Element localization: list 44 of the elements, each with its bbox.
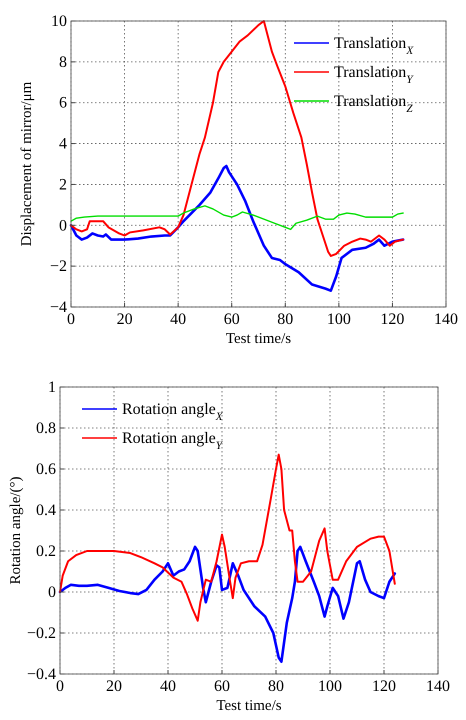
y-tick-label: −4 [50,299,67,316]
legend-label: Rotation angle$_{Y}$ [122,430,224,452]
legend-label: Translation$_{X}$ [334,35,414,57]
x-tick-label: 60 [224,311,240,328]
line-series [70,164,404,292]
line-series [70,205,404,230]
y-tick-label: −0.2 [26,625,56,642]
x-axis-title: Test time/s [216,698,282,714]
x-tick-label: 100 [326,311,351,328]
x-tick-label: 60 [214,678,230,695]
y-tick-label: 4 [59,136,67,153]
y-tick-label: 8 [59,54,67,71]
line-series [70,20,404,257]
y-tick-label: 6 [59,94,67,112]
y-tick-label: 0 [59,217,67,234]
x-tick-label: 40 [160,678,176,695]
y-tick-label: 0.8 [36,420,56,437]
y-tick-label: 0 [48,584,56,601]
y-tick-label: 0.2 [36,543,56,560]
y-tick-label: 0.6 [36,461,56,478]
x-tick-label: 20 [106,678,122,695]
y-tick-label: −0.4 [26,666,56,683]
legend-label: Translation$_{Z}$ [334,93,414,115]
y-axis-title: Rotation angle/(°) [8,476,24,585]
line-series [58,546,396,663]
x-tick-label: 140 [434,311,458,328]
x-tick-label: 40 [170,311,186,328]
y-tick-label: 1 [48,379,56,396]
x-tick-label: 120 [380,311,404,328]
x-tick-label: 120 [372,678,396,695]
y-axis-title: Displacement of mirror/μm [19,81,35,246]
x-axis-title: Test time/s [226,331,292,347]
x-tick-label: 140 [426,678,450,695]
y-tick-label: −2 [50,258,67,276]
x-tick-label: 80 [277,311,294,328]
x-tick-label: 100 [318,678,342,695]
y-tick-label: 0.4 [36,502,56,519]
y-tick-label: 10 [51,13,67,30]
y-tick-label: 2 [59,176,67,194]
x-tick-label: 20 [116,311,133,328]
line-series [59,454,396,622]
x-tick-label: 80 [268,678,284,695]
legend-label: Translation$_{Y}$ [334,64,414,86]
legend-label: Rotation angle$_{X}$ [122,401,224,423]
